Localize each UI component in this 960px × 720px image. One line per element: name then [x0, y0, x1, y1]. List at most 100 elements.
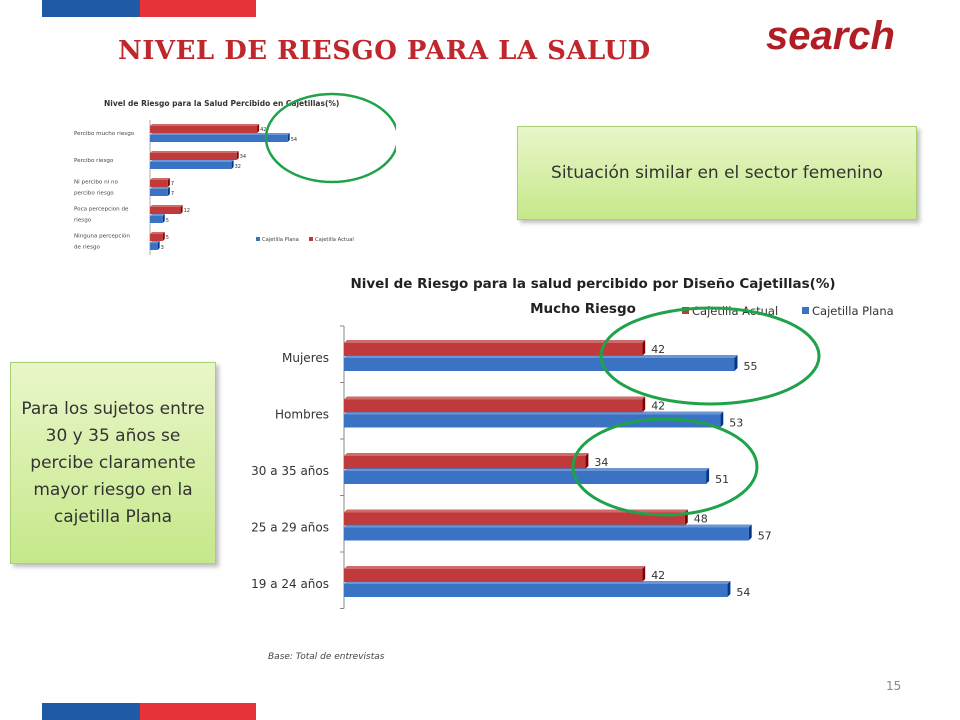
main-label-plana: 53: [729, 417, 743, 430]
small-bar-plana: [150, 135, 288, 142]
main-bar-plana-top: [344, 355, 738, 358]
main-bar-actual-side: [642, 396, 646, 413]
main-bar-actual: [344, 512, 685, 526]
main-label-actual: 34: [594, 456, 608, 469]
small-label-plana: 7: [171, 191, 174, 197]
small-chart-title: Nivel de Riesgo para la Salud Percibido …: [104, 99, 339, 108]
small-bar-plana: [150, 243, 158, 250]
flag-stripe-blue-bottom: [42, 703, 140, 720]
small-bar-plana-side: [167, 187, 170, 196]
small-legend-swatch-plana: [256, 237, 260, 241]
small-legend-swatch-actual: [309, 237, 313, 241]
small-category-label: de riesgo: [74, 245, 101, 251]
main-label-plana: 57: [758, 530, 772, 543]
main-bar-plana-top: [344, 411, 724, 415]
footnote-base: Base: Total de entrevistas: [268, 652, 385, 662]
small-bar-actual: [150, 153, 237, 160]
small-label-actual: 12: [184, 208, 190, 214]
main-chart-title: Nivel de Riesgo para la salud percibido …: [350, 276, 835, 292]
main-bar-plana: [344, 584, 728, 597]
flag-stripe-red-bottom: [140, 703, 256, 720]
small-bar-plana: [150, 216, 163, 223]
small-bar-plana-top: [150, 214, 165, 216]
main-label-actual: 42: [651, 400, 665, 413]
small-bar-plana-top: [150, 160, 234, 162]
small-bar-actual-side: [162, 232, 165, 241]
main-bar-plana-side: [734, 355, 738, 371]
small-bar-plana-side: [231, 160, 234, 169]
small-label-actual: 7: [171, 181, 174, 187]
small-bar-plana: [150, 189, 168, 196]
small-bar-actual-side: [236, 151, 239, 160]
small-bar-plana-top: [150, 241, 160, 243]
page-number: 15: [886, 679, 902, 693]
main-bar-plana-top: [344, 468, 710, 471]
small-bar-actual-side: [257, 124, 260, 133]
main-bar-plana-top: [344, 524, 752, 528]
main-bar-actual: [344, 569, 643, 582]
main-bar-actual: [344, 456, 586, 469]
main-bar-actual-top: [344, 453, 589, 456]
main-category-label: Mujeres: [282, 351, 329, 365]
small-legend-label-plana: Cajetilla Plana: [262, 237, 299, 243]
main-label-plana: 55: [744, 360, 758, 373]
small-risk-chart: Nivel de Riesgo para la Salud Percibido …: [74, 92, 396, 255]
small-bar-actual: [150, 180, 168, 187]
main-label-plana: 51: [715, 473, 729, 486]
flag-stripe-blue-top: [42, 0, 140, 17]
main-label-actual: 48: [694, 513, 708, 526]
small-category-label: Ninguna percepción: [74, 233, 130, 240]
callout-age-30-35: Para los sujetos entre 30 y 35 años se p…: [10, 362, 216, 564]
small-bar-actual-top: [150, 124, 260, 126]
main-highlight-ellipse-30-35: [571, 417, 759, 517]
main-label-plana: 54: [736, 586, 750, 599]
small-bar-actual: [150, 126, 258, 133]
main-bar-plana: [344, 527, 749, 541]
small-label-plana: 32: [235, 164, 241, 170]
small-bar-plana-top: [150, 187, 170, 189]
small-bar-plana-side: [162, 214, 165, 223]
legend-label-plana: Cajetilla Plana: [812, 304, 894, 318]
flag-stripe-red-top: [140, 0, 256, 17]
main-chart-subtitle: Mucho Riesgo: [530, 301, 636, 317]
small-label-actual: 5: [166, 235, 169, 241]
small-category-label: percibo riesgo: [74, 191, 114, 197]
small-label-actual: 34: [240, 154, 246, 160]
small-label-plana: 3: [161, 245, 164, 251]
small-bar-plana-side: [157, 241, 160, 250]
small-legend-label-actual: Cajetilla Actual: [315, 237, 354, 243]
main-bar-actual-top: [344, 396, 646, 400]
small-label-plana: 5: [166, 218, 169, 224]
main-category-label: 25 a 29 años: [251, 521, 329, 535]
main-highlight-ellipse-mujeres: [599, 306, 821, 406]
main-bar-actual: [344, 399, 643, 413]
main-bar-plana-side: [706, 468, 710, 484]
small-bar-plana-top: [150, 133, 290, 135]
small-category-label: Poca percepcion de: [74, 207, 129, 213]
small-label-actual: 42: [260, 127, 266, 133]
main-bar-actual-top: [344, 566, 646, 569]
main-bar-plana: [344, 414, 721, 428]
main-bar-actual-top: [344, 340, 646, 343]
main-bar-actual-side: [642, 566, 646, 582]
main-bar-plana-side: [720, 411, 724, 428]
legend-swatch-plana: [802, 307, 809, 314]
small-bar-actual-top: [150, 205, 183, 207]
main-category-label: 30 a 35 años: [251, 464, 329, 478]
main-bar-plana: [344, 358, 735, 371]
callout-women-similar: Situación similar en el sector femenino: [517, 126, 917, 220]
main-bar-actual-side: [585, 453, 589, 469]
small-bar-actual: [150, 207, 181, 214]
main-category-label: Hombres: [275, 408, 329, 422]
small-category-label: Percibo riesgo: [74, 158, 114, 164]
main-bar-plana-side: [748, 524, 752, 541]
small-category-label: riesgo: [74, 218, 92, 224]
small-bar-plana: [150, 162, 232, 169]
small-category-label: Ni percibo ni no: [74, 180, 118, 186]
small-bar-actual-top: [150, 232, 165, 234]
main-bar-plana-top: [344, 581, 731, 584]
small-bar-actual: [150, 234, 163, 241]
brand-logo-text: search: [766, 14, 895, 58]
main-label-actual: 42: [651, 343, 665, 356]
main-category-label: 19 a 24 años: [251, 577, 329, 591]
